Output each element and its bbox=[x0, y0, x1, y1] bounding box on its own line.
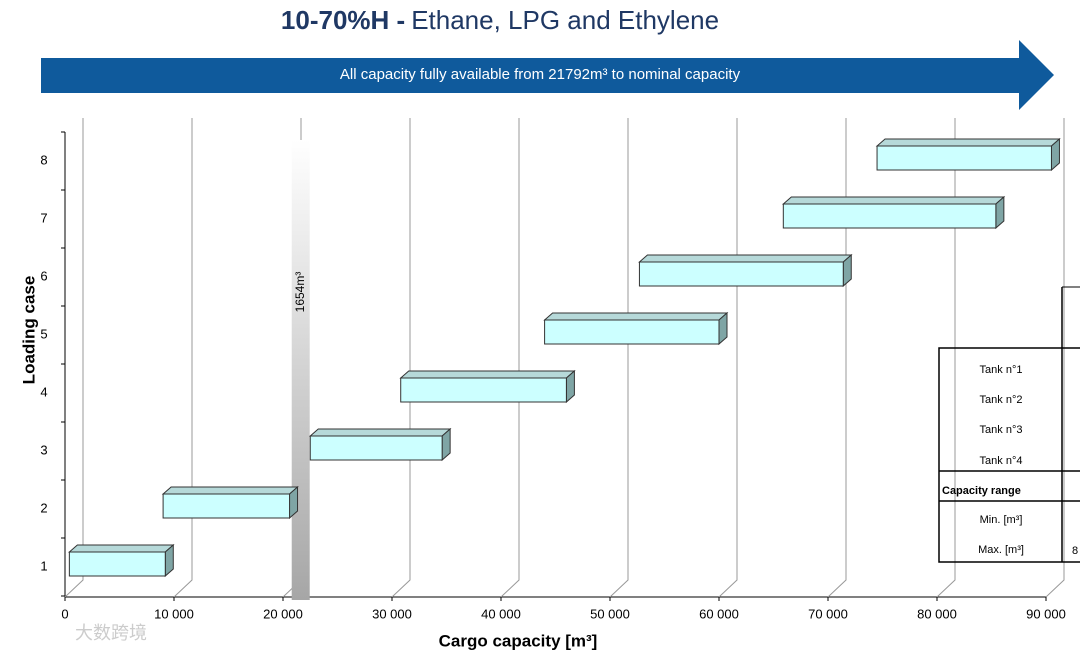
y-tick-label: 7 bbox=[40, 210, 47, 225]
grid-line bbox=[718, 118, 738, 598]
title-rest: Ethane, LPG and Ethylene bbox=[411, 5, 719, 35]
grid-line bbox=[609, 118, 629, 598]
table-cell: Tank n°2 bbox=[980, 394, 1023, 406]
bar bbox=[68, 551, 166, 577]
band bbox=[291, 140, 310, 600]
grid-line bbox=[64, 118, 84, 598]
bar bbox=[782, 203, 997, 229]
x-tick-label: 20 000 bbox=[263, 606, 303, 621]
y-axis-title: Loading case bbox=[19, 276, 38, 385]
x-tick-label: 70 000 bbox=[808, 606, 848, 621]
x-axis-title: Cargo capacity [m³] bbox=[439, 631, 598, 650]
banner-text: All capacity fully available from 21792m… bbox=[340, 66, 741, 83]
table: Tank n°1 Tank n°2 Tank n°3 Tank n°4 Capa… bbox=[938, 286, 1080, 563]
y-tick-label: 4 bbox=[40, 384, 47, 399]
grid-line bbox=[1045, 118, 1065, 598]
grid-line bbox=[936, 118, 956, 598]
y-tick-label: 8 bbox=[40, 152, 47, 167]
x-tick-label: 40 000 bbox=[481, 606, 521, 621]
grid-line bbox=[173, 118, 193, 598]
table-cell: Tank n°1 bbox=[980, 364, 1023, 376]
bar bbox=[162, 493, 291, 519]
y-tick-label: 6 bbox=[40, 268, 47, 283]
bar bbox=[544, 319, 720, 345]
bar bbox=[400, 377, 567, 403]
bar-top bbox=[161, 486, 299, 495]
bar-top bbox=[399, 370, 576, 379]
y-tick-label: 5 bbox=[40, 326, 47, 341]
bar-top bbox=[543, 312, 729, 321]
title-bold: 10-70%H - bbox=[281, 5, 405, 35]
bar-top bbox=[781, 196, 1006, 205]
table-cell: Tank n°3 bbox=[980, 424, 1023, 436]
x-tick-label: 30 000 bbox=[372, 606, 412, 621]
y-tick-label: 3 bbox=[40, 442, 47, 457]
bar-top bbox=[68, 544, 175, 553]
chart-title: 10-70%H - Ethane, LPG and Ethylene bbox=[281, 5, 719, 35]
grid-line bbox=[391, 118, 411, 598]
bar bbox=[309, 435, 443, 461]
table-cell: Max. [m³] bbox=[978, 544, 1024, 556]
bar bbox=[876, 145, 1052, 171]
grid-line bbox=[827, 118, 847, 598]
banner-arrow bbox=[41, 40, 1054, 110]
table-cell: Min. [m³] bbox=[980, 514, 1023, 526]
bar-top bbox=[638, 254, 853, 263]
bar-top bbox=[308, 428, 452, 437]
bar bbox=[638, 261, 844, 287]
band-label: 1654m³ bbox=[293, 272, 307, 313]
x-tick-label: 0 bbox=[61, 606, 68, 621]
bar-top bbox=[875, 138, 1061, 147]
x-tick-label: 90 000 bbox=[1026, 606, 1066, 621]
table-section: Capacity range bbox=[942, 485, 1021, 497]
x-tick-label: 50 000 bbox=[590, 606, 630, 621]
table-cell: Tank n°4 bbox=[980, 455, 1023, 467]
x-tick-label: 10 000 bbox=[154, 606, 194, 621]
y-tick-label: 1 bbox=[40, 558, 47, 573]
table-cell: 8 bbox=[1072, 545, 1078, 557]
watermark: 大数跨境 bbox=[75, 623, 147, 643]
grid-line bbox=[500, 118, 520, 598]
y-tick-label: 2 bbox=[40, 500, 47, 515]
x-tick-label: 80 000 bbox=[917, 606, 957, 621]
x-tick-label: 60 000 bbox=[699, 606, 739, 621]
